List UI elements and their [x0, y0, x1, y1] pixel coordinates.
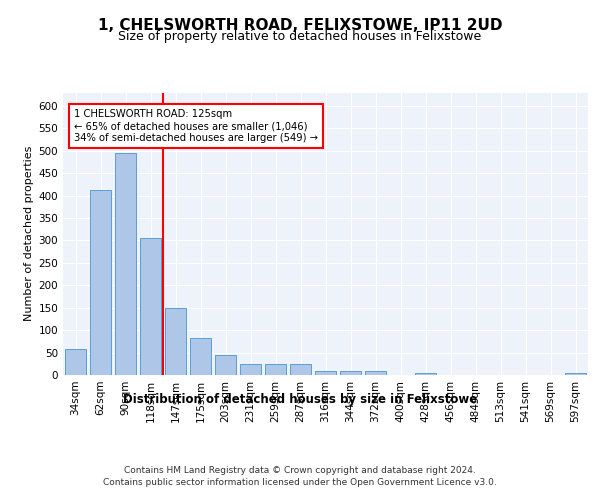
- Text: Contains HM Land Registry data © Crown copyright and database right 2024.: Contains HM Land Registry data © Crown c…: [124, 466, 476, 475]
- Text: Contains public sector information licensed under the Open Government Licence v3: Contains public sector information licen…: [103, 478, 497, 487]
- Bar: [215, 355, 236, 375]
- Bar: [90, 190, 111, 375]
- Bar: [265, 364, 286, 375]
- Y-axis label: Number of detached properties: Number of detached properties: [24, 146, 34, 322]
- Bar: [415, 373, 436, 375]
- Bar: [115, 153, 136, 375]
- Bar: [315, 370, 336, 375]
- Bar: [140, 238, 161, 375]
- Text: 1 CHELSWORTH ROAD: 125sqm
← 65% of detached houses are smaller (1,046)
34% of se: 1 CHELSWORTH ROAD: 125sqm ← 65% of detac…: [74, 110, 317, 142]
- Text: Size of property relative to detached houses in Felixstowe: Size of property relative to detached ho…: [118, 30, 482, 43]
- Bar: [240, 364, 261, 375]
- Text: Distribution of detached houses by size in Felixstowe: Distribution of detached houses by size …: [123, 392, 477, 406]
- Bar: [340, 372, 361, 375]
- Bar: [190, 338, 211, 375]
- Text: 1, CHELSWORTH ROAD, FELIXSTOWE, IP11 2UD: 1, CHELSWORTH ROAD, FELIXSTOWE, IP11 2UD: [98, 18, 502, 32]
- Bar: [165, 308, 186, 375]
- Bar: [290, 364, 311, 375]
- Bar: [65, 349, 86, 375]
- Bar: [565, 373, 586, 375]
- Bar: [365, 372, 386, 375]
